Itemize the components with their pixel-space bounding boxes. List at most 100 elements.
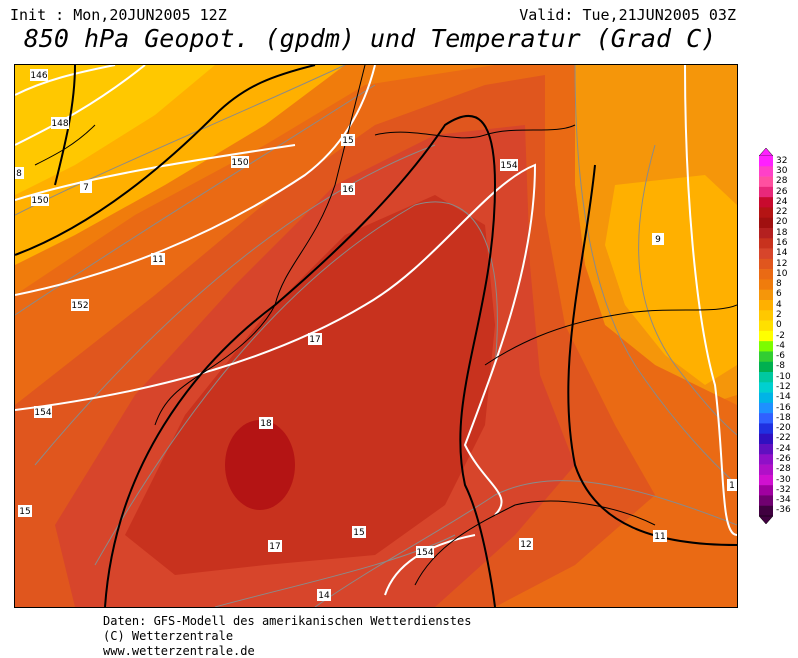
legend-swatch	[759, 351, 773, 363]
geopotential-lines	[15, 65, 737, 596]
legend-swatch	[759, 238, 773, 249]
legend-swatch	[759, 310, 773, 321]
legend-tick-label: 20	[776, 217, 788, 228]
legend-arrow-top	[759, 148, 773, 157]
temperature-legend: 32 30 28 26 24 22 20 18 16 14 12 10 8 6 4 2 0 -2 -4 -6 -8 -10…	[759, 148, 798, 524]
legend-tick-label: -8	[776, 361, 785, 372]
temp-band-4-nw	[15, 65, 215, 195]
valid-time: Valid: Tue,21JUN2005 03Z	[519, 6, 736, 24]
legend-swatch	[759, 228, 773, 239]
label-t15a: 15	[342, 136, 353, 146]
label-148: 148	[51, 119, 68, 129]
label-t15b: 15	[353, 528, 364, 538]
legend-tick-label: 16	[776, 237, 788, 248]
footer-url[interactable]: www.wetterzentrale.de	[103, 644, 255, 658]
temp-band-17	[125, 195, 495, 575]
map-canvas: 146 148 150 150 152 154 154 154 15 16 17…	[15, 65, 737, 607]
legend-swatch	[759, 433, 773, 445]
label-t15c: 15	[19, 507, 30, 517]
legend-tick-label: 4	[776, 299, 782, 310]
label-t17b: 17	[269, 542, 280, 552]
map-title: 850 hPa Geopot. (gpdm) und Temperatur (G…	[23, 24, 717, 53]
legend-swatch	[759, 423, 773, 435]
legend-colorbar	[759, 148, 773, 524]
label-t11b: 11	[654, 532, 665, 542]
legend-swatch	[759, 320, 773, 332]
legend-swatch	[759, 207, 773, 219]
legend-swatch	[759, 166, 773, 177]
legend-tick-label: 8	[776, 279, 782, 290]
legend-tick-label: -28	[776, 464, 791, 475]
legend-tick-label: -12	[776, 381, 791, 392]
legend-tick-label: -16	[776, 402, 791, 413]
label-t8: 8	[16, 169, 22, 179]
label-t1: 1	[729, 481, 735, 491]
legend-tick-label: -24	[776, 443, 791, 454]
legend-swatch	[759, 156, 773, 167]
legend-tick-label: -30	[776, 474, 791, 485]
legend-swatch	[759, 176, 773, 188]
legend-tick-label: -20	[776, 423, 791, 434]
legend-tick-label: -22	[776, 433, 791, 444]
legend-tick-label: 30	[776, 165, 788, 176]
label-t14: 14	[318, 591, 330, 601]
legend-swatch	[759, 341, 773, 352]
label-154b: 154	[500, 161, 517, 171]
legend-tick-label: 24	[776, 196, 788, 207]
legend-tick-label: 6	[776, 289, 782, 300]
label-154a: 154	[34, 408, 51, 418]
legend-swatch	[759, 258, 773, 270]
legend-swatch	[759, 269, 773, 280]
legend-tick-label: -36	[776, 505, 791, 516]
legend-tick-label: 18	[776, 227, 788, 238]
legend-tick-label: -14	[776, 392, 791, 403]
legend-tick-label: 2	[776, 309, 782, 320]
legend-tick-label: -6	[776, 351, 785, 362]
legend-tick-label: -10	[776, 371, 791, 382]
label-t11a: 11	[152, 255, 163, 265]
label-t9: 9	[655, 235, 661, 245]
label-t16: 16	[342, 185, 354, 195]
legend-swatch	[759, 197, 773, 208]
legend-swatch	[759, 474, 773, 486]
legend-tick-label: 12	[776, 258, 788, 269]
legend-swatch	[759, 289, 773, 301]
legend-swatch	[759, 217, 773, 229]
label-150a: 150	[231, 158, 248, 168]
legend-tick-label: 10	[776, 268, 788, 279]
label-146: 146	[30, 71, 47, 81]
contour-labels: 146 148 150 150 152 154 154 154 15 16 17…	[15, 69, 737, 601]
legend-tick-label: -18	[776, 412, 791, 423]
legend-swatch	[759, 505, 773, 517]
init-time: Init : Mon,20JUN2005 12Z	[10, 6, 227, 24]
legend-swatch	[759, 444, 773, 455]
footer-copyright: (C) Wetterzentrale	[103, 629, 234, 643]
legend-tick-label: 0	[776, 320, 782, 331]
legend-tick-label: -2	[776, 330, 785, 341]
legend-swatch	[759, 392, 773, 404]
temp-band-18	[225, 420, 295, 510]
legend-tick-label: 26	[776, 186, 788, 197]
legend-tick-label: 22	[776, 207, 788, 218]
legend-swatch	[759, 372, 773, 383]
legend-swatch	[759, 186, 773, 198]
legend-swatch	[759, 454, 773, 465]
legend-arrow-bottom	[759, 515, 773, 524]
label-154c: 154	[416, 548, 433, 558]
label-t12: 12	[520, 540, 531, 550]
legend-swatch	[759, 464, 773, 476]
legend-swatch	[759, 485, 773, 496]
legend-swatch	[759, 361, 773, 373]
legend-swatch	[759, 248, 773, 260]
footer-data-source: Daten: GFS-Modell des amerikanischen Wet…	[103, 614, 472, 628]
label-t17a: 17	[309, 335, 320, 345]
legend-swatch	[759, 330, 773, 342]
label-152: 152	[71, 301, 88, 311]
legend-tick-label: -34	[776, 495, 791, 506]
label-t18: 18	[260, 419, 272, 429]
legend-tick-label: -32	[776, 484, 791, 495]
legend-swatch	[759, 279, 773, 291]
legend-swatch	[759, 413, 773, 424]
legend-tick-label: 28	[776, 176, 788, 187]
legend-tick-label: 14	[776, 248, 788, 259]
